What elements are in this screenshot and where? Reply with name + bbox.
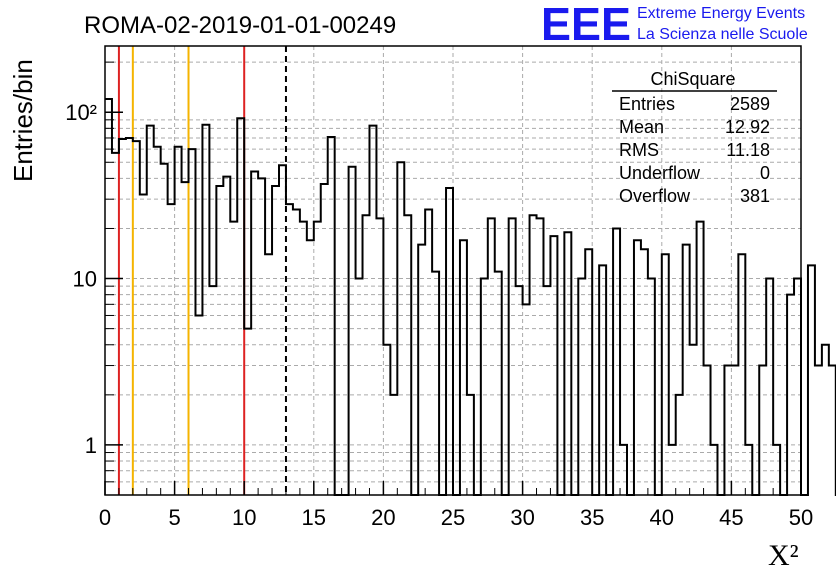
x-tick-label: 30 <box>510 505 534 530</box>
stat-label-underflow: Underflow <box>619 163 701 183</box>
x-tick-label: 40 <box>650 505 674 530</box>
stat-value-overflow: 381 <box>740 186 770 206</box>
histogram-step-line <box>105 98 836 496</box>
y-axis-label: Entries/bin <box>8 59 38 182</box>
eee-logo: EEE <box>541 0 631 50</box>
x-tick-label: 25 <box>441 505 465 530</box>
stats-title: ChiSquare <box>650 69 735 89</box>
x-tick-label: 15 <box>302 505 326 530</box>
x-tick-label: 45 <box>719 505 743 530</box>
stat-label-rms: RMS <box>619 140 659 160</box>
x-tick-label: 10 <box>232 505 256 530</box>
y-tick-label: 1 <box>85 433 97 458</box>
x-tick-label: 20 <box>371 505 395 530</box>
stat-label-mean: Mean <box>619 117 664 137</box>
stat-label-overflow: Overflow <box>619 186 691 206</box>
y-tick-label: 10² <box>65 100 97 125</box>
stat-value-entries: 2589 <box>730 94 770 114</box>
x-tick-label: 5 <box>168 505 180 530</box>
chart-title: ROMA-02-2019-01-01-00249 <box>84 12 396 39</box>
x-tick-label: 50 <box>789 505 813 530</box>
x-axis-ticks: 0 5 10 15 20 25 30 35 40 45 50 <box>99 481 813 530</box>
stat-value-rms: 11.18 <box>726 140 770 160</box>
stats-box: ChiSquare Entries 2589 Mean 12.92 RMS 11… <box>612 69 777 206</box>
stat-label-entries: Entries <box>619 94 675 114</box>
x-tick-label: 35 <box>580 505 604 530</box>
y-tick-label: 10 <box>73 267 97 292</box>
logo-line-2: La Scienza nelle Scuole <box>637 26 808 43</box>
logo-line-1: Extreme Energy Events <box>637 5 805 22</box>
stat-value-mean: 12.92 <box>725 117 770 137</box>
stat-value-underflow: 0 <box>760 163 770 183</box>
y-axis-ticks: 1 10 10² <box>65 61 123 483</box>
x-tick-label: 0 <box>99 505 111 530</box>
x-axis-label: X² <box>768 539 799 572</box>
